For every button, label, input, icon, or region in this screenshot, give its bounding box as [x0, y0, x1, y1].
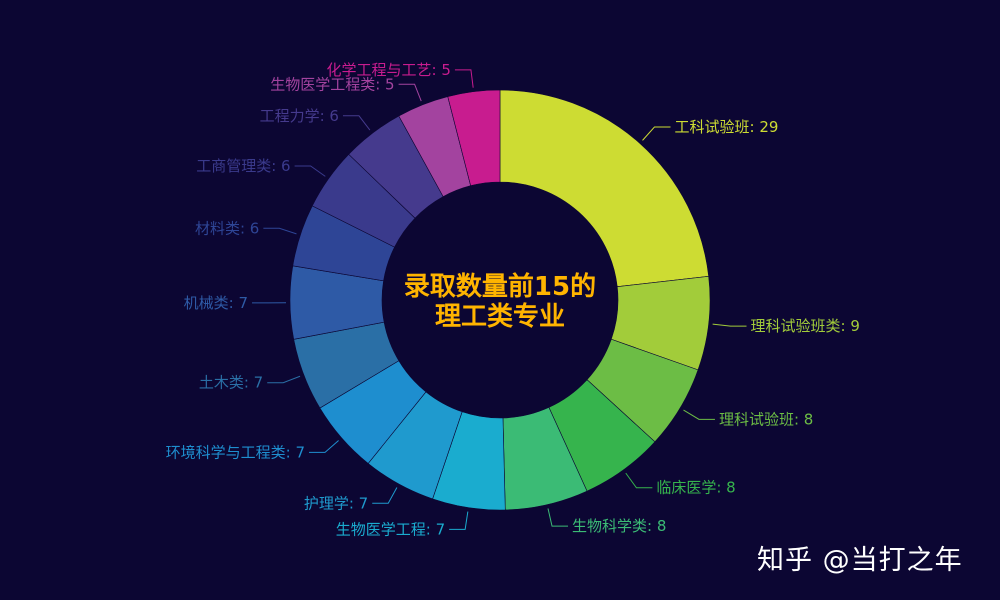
- slice-14-leader-line: [398, 83, 422, 102]
- slice-2-label: 理科试验班类: 9: [751, 317, 860, 335]
- watermark: 知乎 @当打之年: [757, 545, 963, 576]
- slice-11-leader-line: [263, 227, 297, 235]
- slice-7-leader-line: [372, 487, 398, 504]
- slice-15-label: 化学工程与工艺: 5: [327, 61, 451, 79]
- slice-14-label: 生物医学工程类: 5: [270, 75, 394, 93]
- slice-10-label: 机械类: 7: [184, 294, 248, 312]
- slice-4-leader-line: [625, 472, 653, 489]
- slice-5-leader-line: [547, 508, 569, 527]
- slice-11-label: 材料类: 6: [195, 219, 259, 237]
- slice-3-leader-line: [683, 409, 715, 420]
- labels-layer: 工科试验班: 29 理科试验班类: 9 理科试验班: 8 临床医学: 8 生物科学类: …: [166, 61, 860, 539]
- slice-8-label: 环境科学与工程类: 7: [166, 443, 305, 461]
- slice-3-label: 理科试验班: 8: [719, 410, 813, 428]
- slice-1-wedge[interactable]: [499, 89, 709, 288]
- slice-1-label: 工科试验班: 29: [675, 118, 779, 136]
- slice-5-label: 生物科学类: 8: [572, 517, 666, 535]
- slice-13-label: 工程力学: 6: [260, 107, 339, 125]
- chart-title-line-2: 理工类专业: [434, 302, 565, 332]
- slice-9-label: 土木类: 7: [199, 374, 263, 392]
- slice-8-leader-line: [309, 440, 339, 453]
- leader-lines-layer: [252, 69, 747, 530]
- slice-2-leader-line: [712, 323, 747, 327]
- slice-13-leader-line: [342, 115, 371, 131]
- slice-1-leader-line: [642, 126, 671, 141]
- slice-7-label: 护理学: 7: [304, 494, 368, 512]
- slice-15-wedge[interactable]: [447, 89, 501, 187]
- slice-12-leader-line: [294, 165, 326, 177]
- slice-6-label: 生物医学工程: 7: [336, 520, 445, 538]
- chart-title-line-1: 录取数量前15的: [403, 272, 597, 302]
- chart-title: 录取数量前15的 理工类专业: [380, 272, 620, 332]
- slice-6-leader-line: [449, 511, 469, 530]
- slices-layer: [289, 89, 711, 511]
- slice-15-leader-line: [454, 69, 474, 88]
- slice-4-label: 临床医学: 8: [656, 479, 735, 497]
- slice-12-label: 工商管理类: 6: [196, 157, 290, 175]
- slice-9-leader-line: [267, 375, 301, 384]
